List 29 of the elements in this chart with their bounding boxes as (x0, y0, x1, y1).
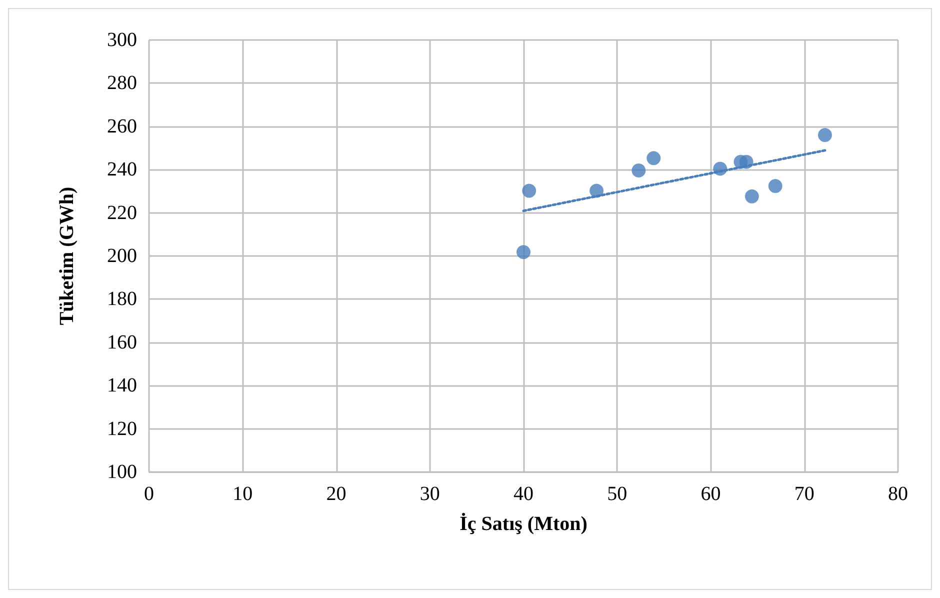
point (646, 151, 661, 166)
x-tick-label: 80 (888, 483, 908, 505)
y-tick-label: 200 (107, 245, 137, 267)
y-tick-label: 280 (107, 72, 137, 94)
y-axis-title: Tüketim (GWh) (56, 186, 78, 326)
y-tick-label: 300 (107, 29, 137, 51)
y-tick-label: 180 (107, 288, 137, 310)
x-tick-label: 40 (514, 483, 534, 505)
x-tick-label: 60 (700, 483, 721, 505)
x-tick-label: 20 (326, 483, 346, 505)
x-tick-label: 70 (794, 483, 814, 505)
point (522, 184, 536, 198)
y-tick-label: 140 (107, 374, 137, 397)
y-tick-label: 240 (107, 158, 137, 181)
x-tick-label: 0 (144, 483, 154, 505)
point (632, 163, 646, 178)
x-tick-label: 30 (420, 483, 440, 505)
point (768, 179, 782, 194)
y-tick-label: 160 (107, 331, 137, 354)
x-tick-label: 50 (607, 483, 628, 505)
y-tick-label: 220 (107, 202, 137, 224)
point (516, 245, 530, 260)
y-tick-label: 120 (107, 418, 137, 440)
point (744, 189, 759, 204)
point (818, 128, 832, 142)
y-tick-label: 260 (107, 115, 137, 138)
x-axis-title: İç Satış (Mton) (460, 512, 588, 535)
x-tick-label: 10 (232, 483, 253, 505)
y-tick-label: 100 (107, 461, 137, 483)
